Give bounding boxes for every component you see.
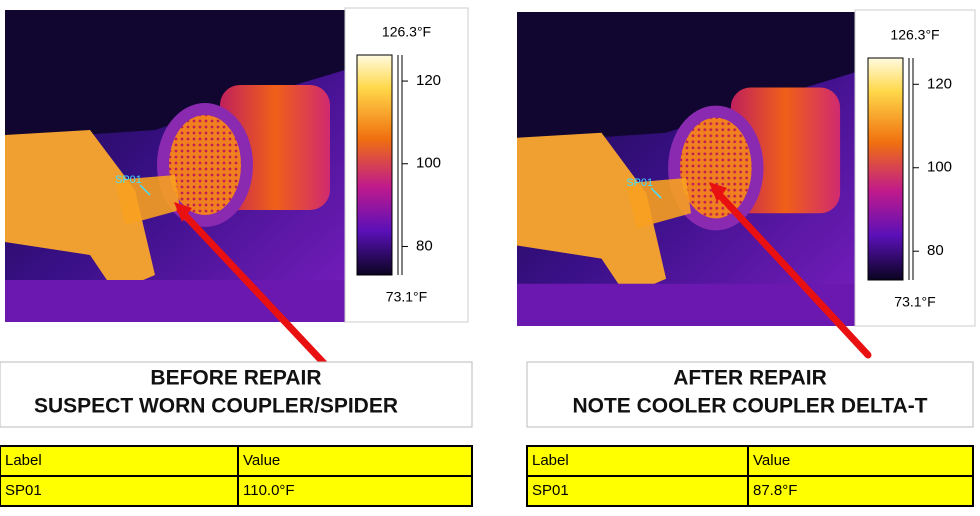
floor [517,283,855,326]
table-text: Value [243,452,280,469]
scale-min: 73.1°F [386,289,427,305]
thermal-image: SP01 [517,12,855,326]
scale-tick-label: 120 [927,75,952,92]
spot-marker [139,184,151,196]
scale-tick-label: 100 [927,159,952,176]
table-text: Label [5,452,42,469]
motor-coupler [517,132,667,296]
spider [115,175,180,225]
caption-line: AFTER REPAIR [673,367,827,390]
table-text: Value [753,452,790,469]
caption-box [526,361,974,428]
scale-max: 126.3°F [382,24,431,40]
scale-tick-label: 120 [416,72,441,89]
table-cell [237,475,473,507]
color-bar [867,57,904,281]
spot-marker [650,187,662,199]
table-text: SP01 [532,482,569,499]
caption-box [0,361,473,428]
dark-housing [5,10,345,140]
table-cell [747,445,974,477]
table-cell [526,445,749,477]
arrow [176,206,339,379]
scale-tick-label: 80 [927,242,944,259]
scale-min: 73.1°F [894,294,935,310]
table-cell [747,475,974,507]
floor [5,280,345,322]
coupler-face [680,117,752,219]
table-cell [526,475,749,507]
caption-line: SUSPECT WORN COUPLER/SPIDER [34,395,398,418]
arrow-head [174,202,192,222]
scale-max: 126.3°F [890,27,939,43]
coupler-face [169,115,241,215]
table-cell [0,475,239,507]
color-bar [356,54,393,276]
caption-line: BEFORE REPAIR [150,367,321,390]
spot-label: SP01 [115,174,142,186]
table-text: SP01 [5,482,42,499]
spot-label: SP01 [626,177,653,189]
table-text: 87.8°F [753,482,797,499]
scale-tick-label: 80 [416,237,433,254]
thermal-image: SP01 [5,10,345,322]
motor-coupler [5,130,155,292]
arrow-head [709,182,727,202]
arrow [711,186,872,359]
spider [626,178,691,229]
dark-housing [517,12,855,143]
table-text: 110.0°F [243,482,295,499]
table-cell [237,445,473,477]
scale-tick-label: 100 [416,155,441,172]
table-text: Label [532,452,569,469]
caption-line: NOTE COOLER COUPLER DELTA-T [572,395,927,418]
